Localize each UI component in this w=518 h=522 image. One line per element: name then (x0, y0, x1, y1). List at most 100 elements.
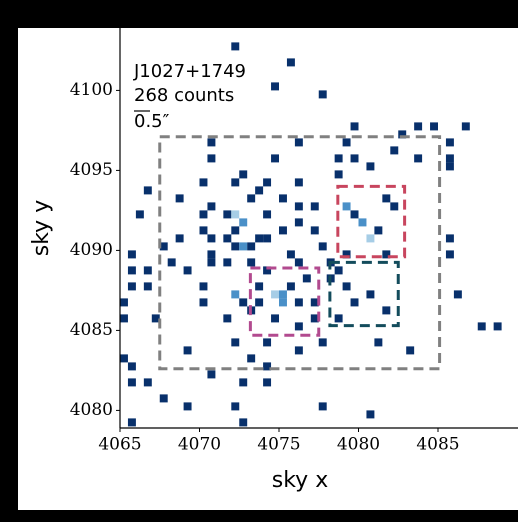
bin (223, 314, 231, 322)
bin (263, 378, 271, 386)
y-tick-label: 4080 (70, 400, 113, 420)
bin (231, 42, 239, 50)
bin (231, 290, 239, 298)
y-tick-label: 4095 (70, 160, 113, 180)
bin (231, 210, 239, 218)
bin (446, 154, 454, 162)
bin (207, 154, 215, 162)
bin (295, 202, 303, 210)
bin (446, 250, 454, 258)
bin (287, 282, 295, 290)
bin (351, 210, 359, 218)
bin (239, 218, 247, 226)
bin (343, 282, 351, 290)
bin (351, 122, 359, 130)
x-tick-label: 4070 (178, 435, 221, 455)
bin (144, 378, 152, 386)
bin (231, 178, 239, 186)
bin (374, 338, 382, 346)
bin (295, 322, 303, 330)
bin (454, 290, 462, 298)
bin (239, 298, 247, 306)
annotation: 0.5″ (134, 111, 170, 132)
x-axis-label: sky x (272, 468, 328, 493)
bin (351, 154, 359, 162)
annotation: J1027+1749 (133, 61, 246, 82)
x-tick-label: 4085 (416, 435, 459, 455)
bin (247, 194, 255, 202)
bin (144, 186, 152, 194)
bin (303, 274, 311, 282)
bin (160, 394, 168, 402)
bin (184, 266, 192, 274)
bin (223, 234, 231, 242)
bin (263, 234, 271, 242)
bin (207, 250, 215, 258)
bin (446, 138, 454, 146)
y-axis-label: sky y (29, 200, 54, 256)
bin (120, 314, 128, 322)
bin (231, 242, 239, 250)
bin (176, 194, 184, 202)
bin (128, 378, 136, 386)
bin (255, 186, 263, 194)
bin (335, 154, 343, 162)
bin (239, 170, 247, 178)
bin (390, 146, 398, 154)
bin (366, 162, 374, 170)
x-tick-label: 4065 (98, 435, 141, 455)
bin (128, 418, 136, 426)
bin (446, 234, 454, 242)
bin (231, 402, 239, 410)
bin (239, 378, 247, 386)
bin (311, 226, 319, 234)
bin (207, 258, 215, 266)
bin (287, 250, 295, 258)
bin (184, 402, 192, 410)
bin (335, 266, 343, 274)
bin (207, 138, 215, 146)
bin (255, 234, 263, 242)
bin (319, 90, 327, 98)
bin (414, 154, 422, 162)
bin (279, 298, 287, 306)
bin (128, 250, 136, 258)
bin (128, 362, 136, 370)
bin (366, 410, 374, 418)
bin (247, 258, 255, 266)
bin (144, 282, 152, 290)
bin (343, 202, 351, 210)
bin (366, 290, 374, 298)
bin (351, 298, 359, 306)
bin (446, 162, 454, 170)
bin (263, 338, 271, 346)
annotation: 268 counts (134, 85, 234, 106)
bin (207, 370, 215, 378)
bin (263, 178, 271, 186)
bin (287, 58, 295, 66)
bin (200, 282, 208, 290)
bin (144, 266, 152, 274)
bin (271, 290, 279, 298)
bin (295, 218, 303, 226)
bin (382, 306, 390, 314)
bin (343, 138, 351, 146)
bin (255, 298, 263, 306)
bin (366, 234, 374, 242)
bin (279, 290, 287, 298)
bin (390, 202, 398, 210)
bin (319, 402, 327, 410)
bin (319, 338, 327, 346)
bin (207, 202, 215, 210)
bin (295, 298, 303, 306)
bin (414, 122, 422, 130)
bin (239, 418, 247, 426)
bin (279, 194, 287, 202)
bin (231, 226, 239, 234)
bin (247, 354, 255, 362)
bin (335, 170, 343, 178)
bin (136, 210, 144, 218)
bin (239, 242, 247, 250)
bin (406, 346, 414, 354)
chart: J1027+1749 268 counts 0.5″ sky x sky y 4… (0, 0, 518, 522)
